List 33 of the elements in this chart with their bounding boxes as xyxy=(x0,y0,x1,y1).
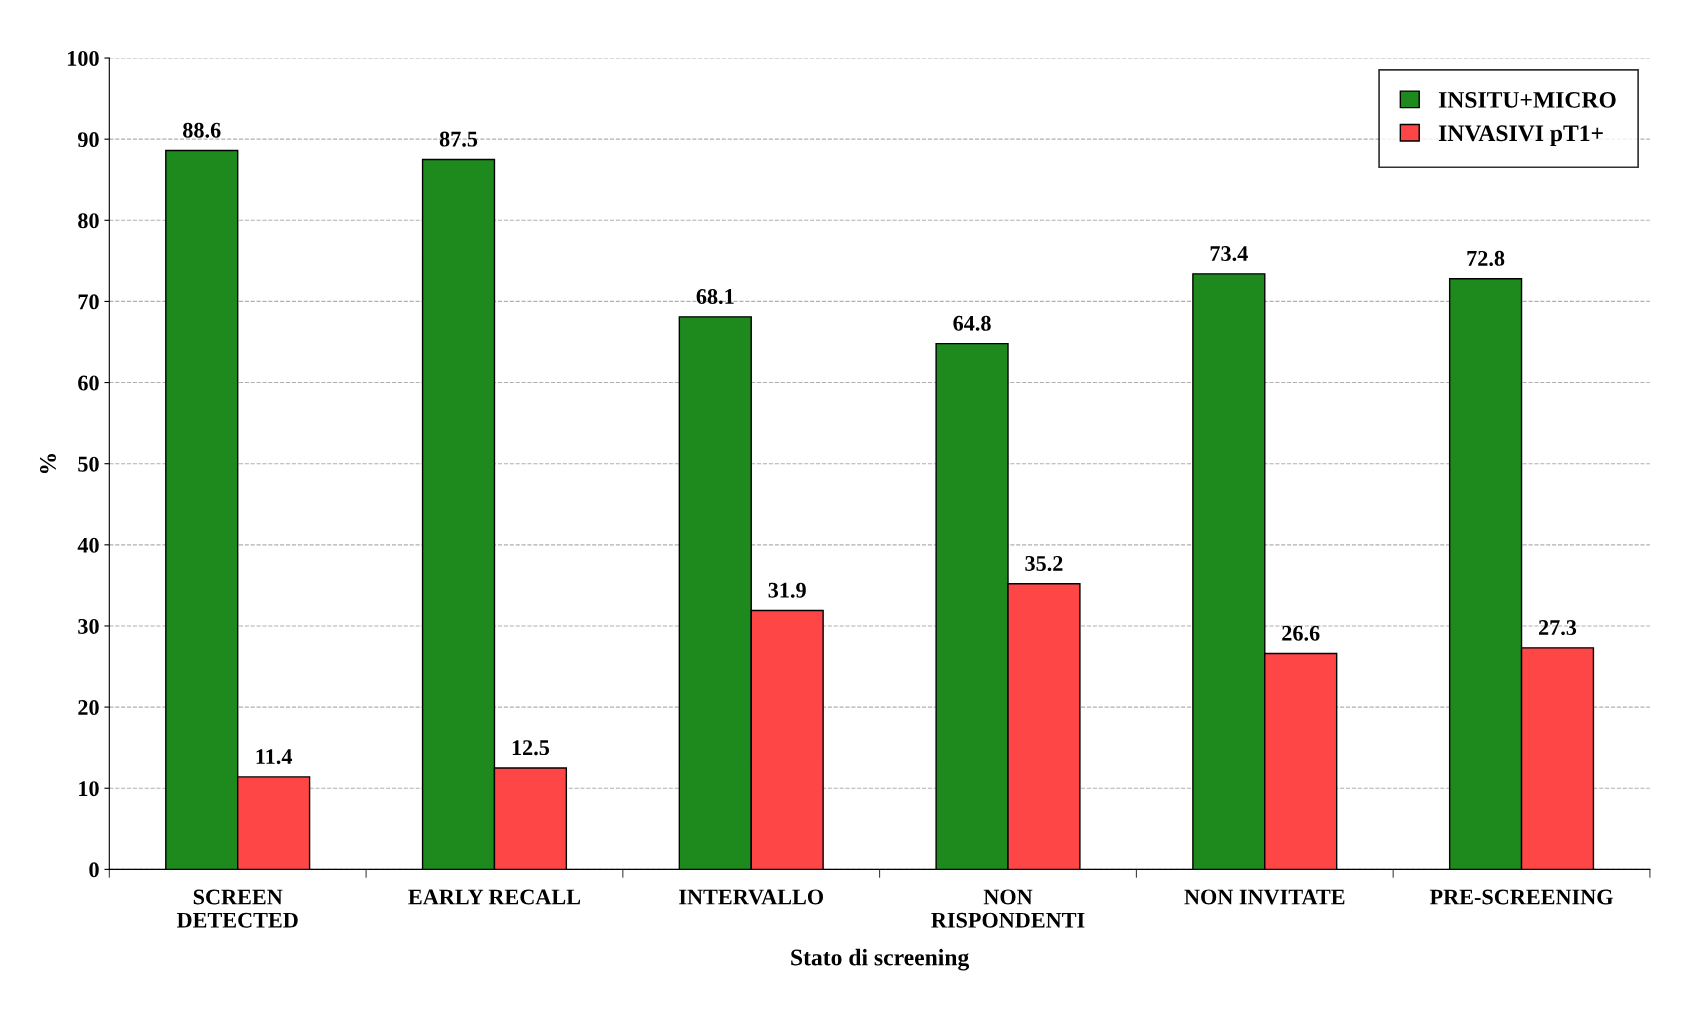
y-tick-label: 10 xyxy=(79,781,99,797)
data-label: 73.4 xyxy=(1210,246,1248,262)
x-tick-label: SCREEN DETECTED xyxy=(176,889,298,928)
data-label: 72.8 xyxy=(1467,250,1505,266)
x-tick-label: NON INVITATE xyxy=(1184,889,1345,905)
x-tick-label: INTERVALLO xyxy=(679,889,824,905)
y-tick-label: 20 xyxy=(78,700,99,716)
y-tick-label: 90 xyxy=(77,132,99,148)
data-label: 26.6 xyxy=(1282,625,1320,641)
x-tick-label: NON RISPONDENTI xyxy=(931,889,1085,928)
data-label: 68.1 xyxy=(696,289,734,305)
data-label: 64.8 xyxy=(953,315,991,331)
y-tick-label: 100 xyxy=(68,50,99,66)
y-tick-label: 30 xyxy=(78,618,99,634)
y-tick-label: 80 xyxy=(78,213,99,229)
data-label: 35.2 xyxy=(1025,556,1063,572)
data-label: 31.9 xyxy=(768,582,806,598)
data-label: 88.6 xyxy=(183,122,221,138)
y-axis-title: % xyxy=(39,454,56,474)
data-label: 87.5 xyxy=(439,131,478,147)
x-tick-label: PRE-SCREENING xyxy=(1429,889,1613,905)
y-tick-label: 40 xyxy=(77,537,99,553)
data-label: 27.3 xyxy=(1538,620,1577,636)
x-axis-title: Stato di screening xyxy=(791,948,970,971)
y-tick-label: 50 xyxy=(78,456,99,472)
legend-label: INVASIVI pT1+ xyxy=(1438,125,1603,146)
data-label: 11.4 xyxy=(256,749,293,765)
x-tick-label: EARLY RECALL xyxy=(408,889,581,905)
y-tick-label: 0 xyxy=(89,862,99,878)
y-tick-label: 60 xyxy=(78,375,99,391)
legend-label: INSITU+MICRO xyxy=(1438,91,1616,108)
y-tick-label: 70 xyxy=(78,294,99,310)
data-label: 12.5 xyxy=(512,740,550,756)
